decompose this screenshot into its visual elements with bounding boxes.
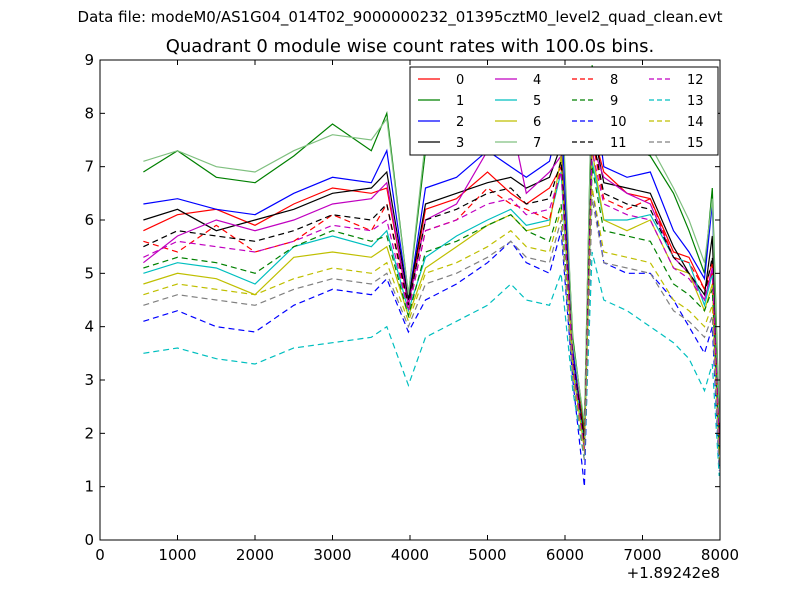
legend-label-10: 10: [610, 115, 627, 130]
y-tick-label: 9: [84, 51, 94, 69]
x-tick-label: 5000: [468, 546, 506, 564]
y-tick-label: 1: [84, 478, 94, 496]
x-tick-label: 8000: [701, 546, 739, 564]
chart-title: Quadrant 0 module wise count rates with …: [165, 36, 655, 57]
x-tick-label: 4000: [391, 546, 429, 564]
x-tick-label: 2000: [236, 546, 274, 564]
y-tick-label: 2: [84, 424, 94, 442]
axes-layer: 0 1000 2000 3000 4000 5000 6000 7000 80000123456…: [84, 51, 739, 582]
x-tick-label: 3000: [313, 546, 351, 564]
x-offset-label: +1.89242e8: [627, 564, 720, 582]
x-tick-label: 6000: [546, 546, 584, 564]
y-tick-label: 6: [84, 211, 94, 229]
y-tick-label: 8: [84, 104, 94, 122]
legend-label-12: 12: [687, 73, 704, 88]
series-line-4: [143, 117, 720, 450]
legend-label-13: 13: [687, 94, 704, 109]
legend-label-11: 11: [610, 136, 627, 151]
series-line-8: [143, 139, 720, 445]
legend-label-3: 3: [456, 136, 464, 151]
y-tick-label: 7: [84, 158, 94, 176]
data-file-suptitle: Data file: modeM0/AS1G04_014T02_90000002…: [77, 8, 723, 26]
legend-label-14: 14: [687, 115, 704, 130]
series-line-12: [143, 150, 720, 450]
legend-label-0: 0: [456, 73, 464, 88]
y-tick-label: 4: [84, 318, 94, 336]
series-line-3: [143, 123, 720, 439]
legend-label-15: 15: [687, 136, 704, 151]
legend-box: [409, 66, 719, 156]
legend-label-5: 5: [533, 94, 541, 109]
series-line-2: [143, 75, 720, 445]
series-line-15: [143, 198, 720, 466]
y-tick-label: 5: [84, 264, 94, 282]
x-tick-label: 0: [95, 546, 105, 564]
series-line-10: [143, 187, 720, 487]
legend-label-2: 2: [456, 115, 464, 130]
y-tick-label: 3: [84, 371, 94, 389]
series-line-5: [143, 161, 720, 450]
legend-label-8: 8: [610, 73, 618, 88]
y-tick-label: 0: [84, 531, 94, 549]
legend-label-9: 9: [610, 94, 618, 109]
legend-label-6: 6: [533, 115, 541, 130]
series-line-9: [143, 166, 720, 450]
series-line-14: [143, 187, 720, 461]
x-tick-label: 7000: [623, 546, 661, 564]
legend-label-1: 1: [456, 94, 464, 109]
x-tick-label: 1000: [158, 546, 196, 564]
legend-label-4: 4: [533, 73, 541, 88]
series-line-11: [143, 134, 720, 445]
legend-label-7: 7: [533, 136, 541, 151]
